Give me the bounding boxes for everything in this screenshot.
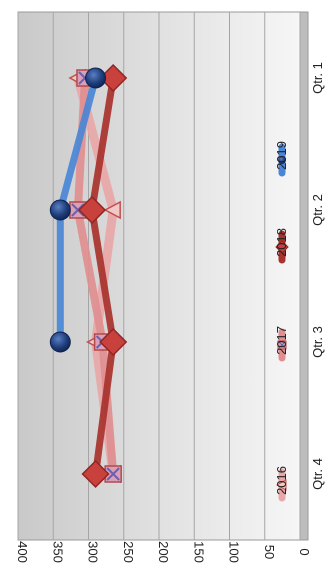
marker-2018-1 [77, 195, 107, 225]
legend-marker-icon [275, 240, 289, 254]
legend-item-2019: 2019 [274, 141, 289, 177]
legend-item-2016: 2016 [274, 466, 289, 502]
y-tick-label: 50 [262, 545, 277, 559]
x-tick-label: Qtr. 1 [310, 62, 325, 94]
y-tick-label: 300 [86, 541, 101, 563]
legend-item-2018: 2018 [274, 228, 289, 264]
y-tick-label: 0 [297, 548, 312, 555]
legend-marker-icon [278, 156, 286, 164]
legend-label: 2016 [274, 466, 289, 495]
marker-2019-2 [49, 331, 71, 353]
legend-label: 2018 [274, 228, 289, 257]
x-tick-label: Qtr. 4 [310, 458, 325, 490]
legend-label: 2019 [274, 141, 289, 170]
y-tick-label: 400 [15, 541, 30, 563]
legend-marker-icon [277, 340, 287, 350]
y-tick-label: 350 [50, 541, 65, 563]
y-tick-label: 150 [191, 541, 206, 563]
legend-label: 2017 [274, 326, 289, 355]
legend-marker-icon [275, 479, 287, 491]
plot-floor [299, 11, 309, 541]
y-tick-label: 200 [156, 541, 171, 563]
y-tick-label: 250 [121, 541, 136, 563]
x-tick-label: Qtr. 3 [310, 326, 325, 358]
marker-2018-3 [81, 459, 110, 489]
legend-item-2017: 2017 [274, 326, 289, 362]
marker-2018-2 [99, 327, 128, 357]
x-tick-label: Qtr. 2 [310, 194, 325, 226]
marker-2016-1 [103, 200, 121, 220]
marker-2019-0 [85, 67, 107, 89]
y-tick-label: 100 [227, 541, 242, 563]
series-line-2018 [88, 74, 117, 478]
marker-2019-1 [49, 199, 71, 221]
